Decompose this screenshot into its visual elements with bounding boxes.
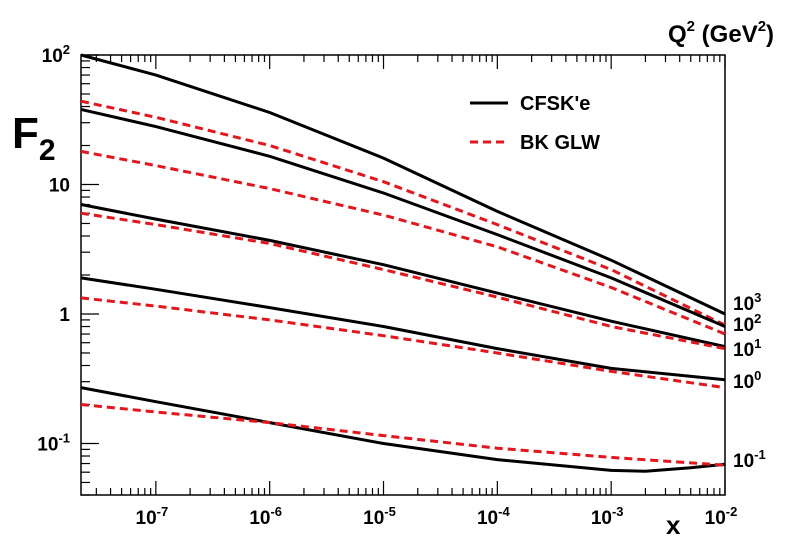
q2-label: 101 [733,336,761,361]
y-tick-label: 10-1 [37,430,70,455]
cfske-curve-q2-100 [80,107,726,328]
x-tick-labels: 10-7 10-6 10-5 10-4 10-3 10-2 [136,504,738,529]
bk-glw-curve-q2-1 [80,296,726,390]
y-tick-label: 10 [49,175,70,196]
x-tick-label: 10-3 [591,504,624,529]
x-tick-label: 10-7 [136,504,169,529]
legend-label-cfske: CFSK'e [520,93,590,115]
y-tick-label: 102 [42,42,70,67]
cfske-curve-q2-1000 [80,53,726,316]
cfske-curve-q2-10 [80,203,726,349]
legend-label-bk-glw: BK GLW [520,132,600,154]
x-tick-label: 10-4 [477,504,510,529]
q2-label: 103 [733,290,761,315]
cfske-curve-q2-1 [80,276,726,382]
x-tick-label: 10-5 [363,504,396,529]
legend: CFSK'e BK GLW [470,93,600,154]
q2-label: 102 [733,311,761,336]
bk-glw-curve-q2-10 [80,211,726,351]
axis-ticks [81,54,726,496]
series-lines [80,53,726,473]
q2-label: 10-1 [733,447,766,472]
bk-glw-curve-q2-1000 [80,99,726,327]
y-tick-labels: 102 10 1 10-1 [37,42,70,455]
y-tick-label: 1 [59,305,70,326]
y-axis-title: F2 [12,109,56,167]
x-tick-label: 10-6 [249,504,282,529]
bk-glw-curve-q2-100 [80,149,726,336]
x-tick-label: 10-2 [705,504,738,529]
x-axis-title: x [666,510,681,540]
cfske-curve-q2-0.1 [80,386,726,473]
bk-glw-curve-q2-0.1 [80,403,726,467]
q2-title: Q2 (GeV2) [668,18,774,48]
q2-label: 100 [733,368,761,393]
